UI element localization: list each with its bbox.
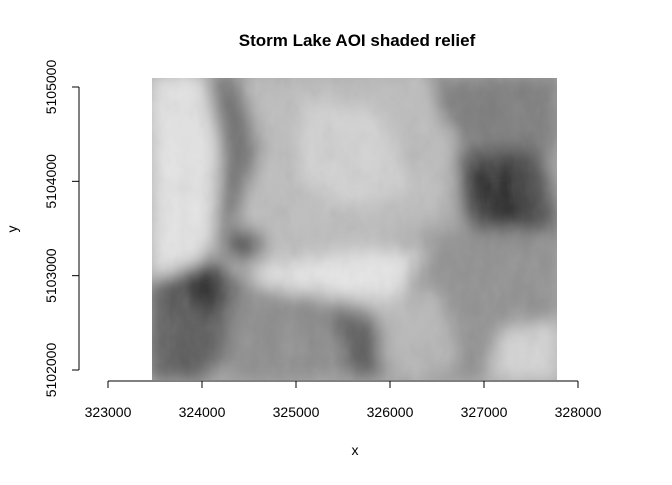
y-axis: 5102000 5103000 5104000 5105000 (43, 60, 80, 398)
y-tick-label: 5104000 (43, 154, 59, 209)
shaded-relief-raster (152, 78, 557, 380)
x-tick-label: 325000 (273, 404, 320, 420)
x-tick-label: 328000 (555, 404, 602, 420)
chart-title: Storm Lake AOI shaded relief (239, 31, 476, 50)
x-tick-label: 327000 (461, 404, 508, 420)
x-axis-title: x (352, 442, 359, 458)
x-axis: 323000 324000 325000 326000 327000 328000 (85, 380, 602, 420)
x-tick-label: 324000 (179, 404, 226, 420)
x-tick-label: 323000 (85, 404, 132, 420)
x-tick-label: 326000 (367, 404, 414, 420)
y-tick-label: 5105000 (43, 60, 59, 115)
y-tick-label: 5102000 (43, 343, 59, 398)
y-axis-title: y (4, 226, 20, 233)
y-tick-label: 5103000 (43, 248, 59, 303)
